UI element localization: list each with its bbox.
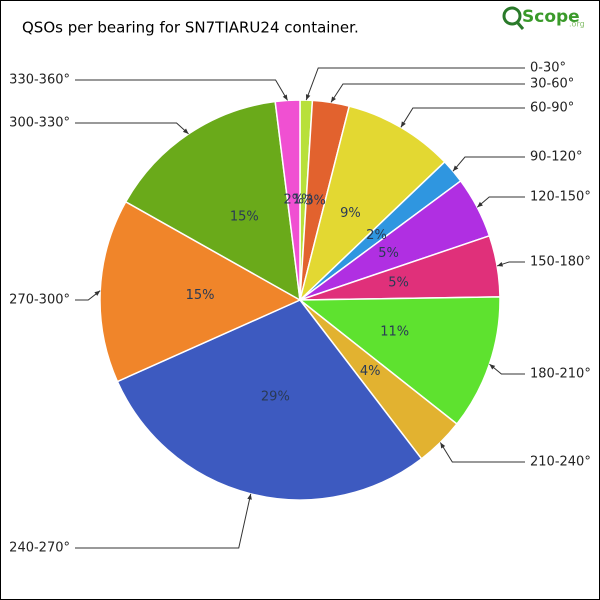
logo-text: Scope xyxy=(522,7,580,27)
logo-icon xyxy=(515,21,525,30)
leader-arrow xyxy=(489,364,496,370)
leader-arrow xyxy=(305,94,311,101)
leader-arrow xyxy=(477,201,483,208)
leader-arrow xyxy=(440,442,446,449)
pie-slice xyxy=(116,299,423,501)
leader-arrow xyxy=(400,121,406,128)
slice-label: 2% xyxy=(366,228,387,243)
slice-label: 5% xyxy=(388,275,409,290)
slice-label: 11% xyxy=(380,325,409,340)
leader-arrow xyxy=(452,165,459,172)
slice-label: 2% xyxy=(283,193,304,208)
legend-label: 240-270° xyxy=(9,541,70,556)
slice-label: 3% xyxy=(305,194,326,209)
slice-label: 1% xyxy=(293,193,314,208)
logo: Scope .org xyxy=(502,6,585,30)
leader-line xyxy=(330,83,525,103)
slice-label: 4% xyxy=(360,364,381,379)
legend-label: 330-360° xyxy=(9,73,70,88)
logo-suffix: .org xyxy=(569,20,585,29)
legend-label: 270-300° xyxy=(9,293,70,308)
leader-line xyxy=(452,156,525,172)
leader-arrow xyxy=(330,96,336,103)
legend-label: 150-180° xyxy=(530,255,591,270)
leader-arrow xyxy=(497,262,504,267)
legend-label: 300-330° xyxy=(9,116,70,131)
leader-arrow xyxy=(182,128,189,134)
slice-label: 15% xyxy=(186,288,215,303)
legend-label: 60-90° xyxy=(530,101,574,116)
legend-label: 120-150° xyxy=(530,190,591,205)
leader-arrow xyxy=(282,94,288,101)
slice-label: 9% xyxy=(340,206,361,221)
leader-line xyxy=(400,107,525,128)
legend-label: 30-60° xyxy=(530,77,574,92)
legend-label: 180-210° xyxy=(530,367,591,382)
logo-icon xyxy=(502,6,522,26)
slice-label: 5% xyxy=(378,246,399,261)
legend-label: 0-30° xyxy=(530,61,566,76)
leader-line xyxy=(75,493,252,549)
leader-arrow xyxy=(94,290,101,296)
slice-label: 29% xyxy=(261,389,290,404)
legend-label: 210-240° xyxy=(530,455,591,470)
legend-label: 90-120° xyxy=(530,150,583,165)
leader-line xyxy=(439,442,525,463)
chart-title: QSOs per bearing for SN7TIARU24 containe… xyxy=(22,19,359,37)
slice-label: 15% xyxy=(230,209,259,224)
leader-line xyxy=(305,67,525,101)
leader-arrow xyxy=(247,493,252,500)
leader-line xyxy=(75,79,288,101)
